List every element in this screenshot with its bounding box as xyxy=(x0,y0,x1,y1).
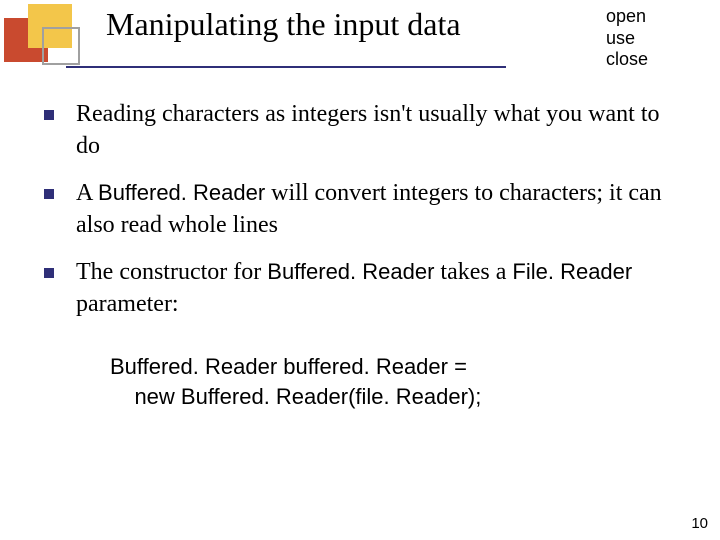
bullet-text: A Buffered. Reader will convert integers… xyxy=(76,177,676,242)
annotation-line: use xyxy=(606,28,648,50)
text-run-sans: Buffered. Reader xyxy=(98,180,265,205)
title-area: Manipulating the input data xyxy=(106,6,506,66)
annotation-list: open use close xyxy=(606,6,648,71)
code-line: Buffered. Reader buffered. Reader = xyxy=(110,352,481,382)
corner-decoration xyxy=(4,4,84,72)
title-underline xyxy=(66,66,506,68)
text-run: parameter: xyxy=(76,291,179,317)
page-number: 10 xyxy=(691,515,708,532)
text-run: The constructor for xyxy=(76,259,267,285)
slide: Manipulating the input data open use clo… xyxy=(0,0,720,540)
bullet-marker-icon xyxy=(44,110,54,120)
bullet-list: Reading characters as integers isn't usu… xyxy=(44,98,676,334)
slide-title: Manipulating the input data xyxy=(106,6,506,43)
text-run-sans: File. Reader xyxy=(512,259,632,284)
bullet-item: The constructor for Buffered. Reader tak… xyxy=(44,256,676,321)
bullet-marker-icon xyxy=(44,189,54,199)
text-run: takes a xyxy=(434,259,512,285)
bullet-marker-icon xyxy=(44,268,54,278)
bullet-item: A Buffered. Reader will convert integers… xyxy=(44,177,676,242)
annotation-line: open xyxy=(606,6,648,28)
code-block: Buffered. Reader buffered. Reader = new … xyxy=(110,352,481,411)
text-run-sans: Buffered. Reader xyxy=(267,259,434,284)
text-run: A xyxy=(76,180,98,206)
bullet-text: Reading characters as integers isn't usu… xyxy=(76,98,676,163)
code-line: new Buffered. Reader(file. Reader); xyxy=(110,382,481,412)
decor-rect-outline xyxy=(42,27,80,65)
bullet-text: The constructor for Buffered. Reader tak… xyxy=(76,256,676,321)
text-run: Reading characters as integers isn't usu… xyxy=(76,101,660,159)
bullet-item: Reading characters as integers isn't usu… xyxy=(44,98,676,163)
annotation-line: close xyxy=(606,49,648,71)
